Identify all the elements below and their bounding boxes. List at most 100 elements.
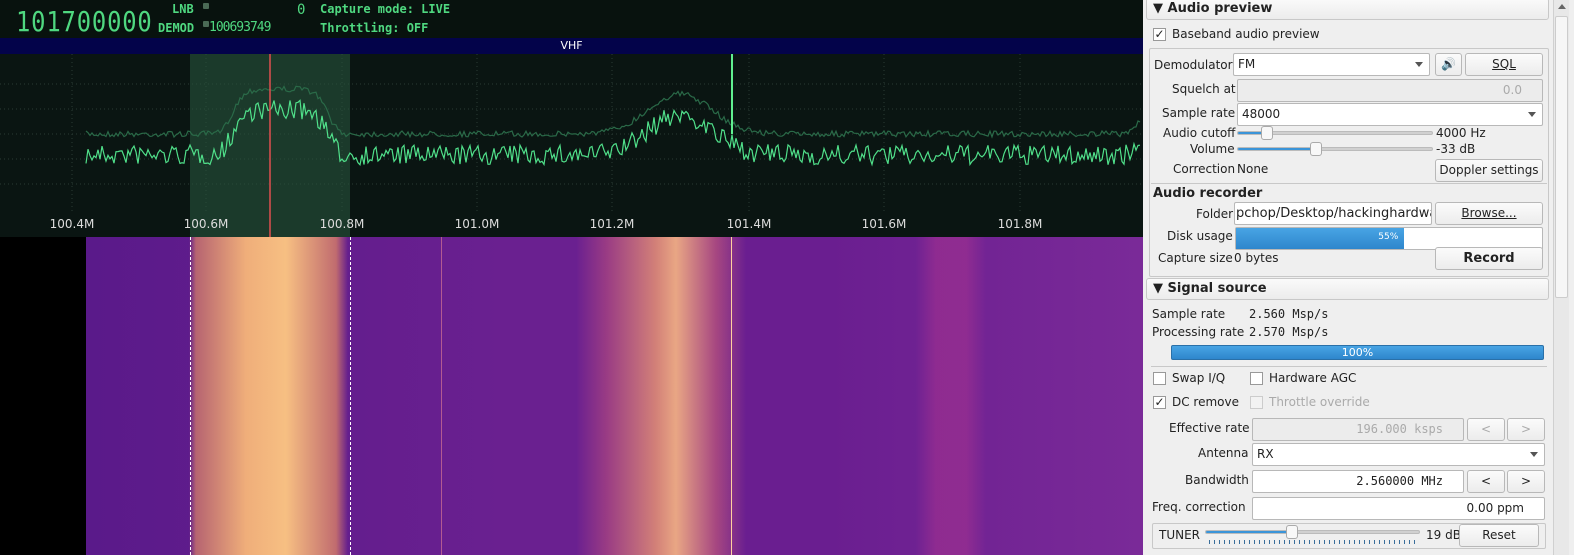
bandwidth-input[interactable]: 2.560000 MHz bbox=[1252, 470, 1464, 493]
slider-handle[interactable] bbox=[1261, 126, 1274, 140]
sql-button[interactable]: SQL bbox=[1465, 53, 1543, 76]
signal-source-header[interactable]: ▼ Signal source bbox=[1146, 278, 1549, 300]
waterfall[interactable] bbox=[86, 237, 1143, 555]
scroll-up-icon[interactable] bbox=[1558, 4, 1566, 9]
throttle-override-checkbox[interactable] bbox=[1250, 396, 1263, 409]
filter-edge-left[interactable] bbox=[190, 237, 191, 555]
swap-iq-checkbox[interactable] bbox=[1153, 372, 1166, 385]
browse-button[interactable]: Browse... bbox=[1435, 202, 1543, 225]
audio-cutoff-slider[interactable] bbox=[1237, 126, 1433, 140]
antenna-select[interactable]: RX bbox=[1252, 443, 1545, 466]
folder-input[interactable]: pchop/Desktop/hackinghardware bbox=[1234, 202, 1432, 225]
hardware-agc-label: Hardware AGC bbox=[1269, 371, 1357, 385]
bandwidth-prev-button[interactable]: < bbox=[1467, 470, 1505, 493]
audio-group bbox=[1149, 48, 1549, 277]
dc-remove-label: DC remove bbox=[1172, 395, 1240, 409]
lo-frequency-display[interactable]: 101700000 bbox=[16, 5, 153, 38]
freq-tick-label: 101.2M bbox=[589, 217, 635, 231]
slider-handle[interactable] bbox=[1286, 525, 1298, 539]
disk-usage-fill: 55% bbox=[1236, 228, 1405, 249]
scrollbar[interactable] bbox=[1553, 0, 1569, 555]
freq-tick-label: 101.0M bbox=[454, 217, 500, 231]
divider bbox=[1151, 183, 1547, 184]
tuner-label: TUNER bbox=[1159, 528, 1201, 542]
tuner-reset-button[interactable]: Reset bbox=[1459, 524, 1539, 547]
spectrum-plot[interactable]: 100.4M 100.6M 100.8M 101.0M 101.2M 101.4M 101.… bbox=[0, 54, 1143, 237]
lock-icon[interactable] bbox=[203, 3, 209, 9]
demodulator-label: Demodulator bbox=[1154, 58, 1233, 72]
freq-tick-label: 101.6M bbox=[861, 217, 907, 231]
demod-frequency[interactable]: 100693749 bbox=[209, 20, 271, 35]
lnb-label: LNB bbox=[172, 2, 194, 16]
sample-rate-label: Sample rate bbox=[1162, 106, 1236, 120]
sample-rate-value: 2.560 Msp/s bbox=[1249, 307, 1329, 321]
audio-cutoff-value: 4000 Hz bbox=[1436, 126, 1486, 140]
baseband-audio-label: Baseband audio preview bbox=[1172, 27, 1320, 41]
squelch-input[interactable]: 0.0 bbox=[1237, 79, 1543, 102]
section-title: Audio preview bbox=[1167, 1, 1273, 16]
dropdown-arrow-icon bbox=[1528, 112, 1536, 117]
band-label: VHF bbox=[560, 39, 583, 52]
tuner-gain-value: 19 dB bbox=[1426, 528, 1461, 542]
freq-correction-input[interactable]: 0.00 ppm bbox=[1252, 497, 1545, 520]
bandwidth-label: Bandwidth bbox=[1185, 473, 1249, 487]
antenna-label: Antenna bbox=[1198, 446, 1249, 460]
volume-slider[interactable] bbox=[1237, 142, 1433, 156]
dc-remove-checkbox[interactable]: ✓ bbox=[1153, 395, 1166, 409]
divider bbox=[1151, 366, 1547, 367]
record-button[interactable]: Record bbox=[1435, 247, 1543, 270]
sample-rate-value: 48000 bbox=[1242, 107, 1281, 121]
freq-tick-label: 101.8M bbox=[997, 217, 1043, 231]
scrollbar-thumb[interactable] bbox=[1555, 16, 1568, 298]
correction-value: None bbox=[1237, 162, 1269, 176]
effective-rate-label: Effective rate bbox=[1169, 421, 1250, 435]
freq-tick-label: 100.8M bbox=[319, 217, 365, 231]
audio-preview-header[interactable]: ▼ Audio preview bbox=[1146, 0, 1549, 20]
demodulator-value: FM bbox=[1238, 57, 1256, 71]
freq-tick-label: 100.4M bbox=[49, 217, 95, 231]
band-bar: VHF bbox=[0, 38, 1143, 54]
sample-rate-select[interactable]: 48000 bbox=[1237, 103, 1543, 126]
disk-usage-label: Disk usage bbox=[1167, 229, 1233, 243]
demodulator-select[interactable]: FM bbox=[1233, 53, 1430, 76]
slider-handle[interactable] bbox=[1310, 142, 1323, 156]
effective-rate-prev-button[interactable]: < bbox=[1467, 418, 1505, 441]
capture-mode: Capture mode: LIVE bbox=[320, 2, 451, 16]
freq-correction-label: Freq. correction bbox=[1152, 500, 1246, 514]
lock-icon[interactable] bbox=[203, 21, 209, 27]
throttling-status: Throttling: OFF bbox=[320, 21, 429, 35]
antenna-value: RX bbox=[1257, 447, 1274, 461]
volume-label: Volume bbox=[1190, 142, 1235, 156]
volume-value: -33 dB bbox=[1436, 142, 1476, 156]
effective-rate-input[interactable]: 196.000 ksps bbox=[1252, 418, 1464, 441]
section-title: Signal source bbox=[1167, 281, 1267, 296]
tuner-gain-slider[interactable] bbox=[1205, 525, 1420, 539]
freq-tick-label: 101.4M bbox=[726, 217, 772, 231]
swap-iq-label: Swap I/Q bbox=[1172, 371, 1226, 385]
baseband-audio-checkbox[interactable]: ✓ bbox=[1153, 27, 1166, 41]
bandwidth-next-button[interactable]: > bbox=[1507, 470, 1545, 493]
avg-trace bbox=[85, 85, 1141, 139]
frequency-header: 101700000 LNB DEMOD 0 100693749 Capture … bbox=[0, 0, 1143, 38]
disk-usage-bar: 55% bbox=[1235, 227, 1543, 250]
processing-rate-value: 2.570 Msp/s bbox=[1249, 325, 1329, 339]
doppler-settings-button[interactable]: Doppler settings bbox=[1435, 159, 1543, 182]
carrier-line bbox=[441, 237, 442, 555]
speaker-icon: 🔊 bbox=[1441, 57, 1456, 71]
carrier-line bbox=[731, 237, 732, 555]
lnb-value[interactable]: 0 bbox=[297, 2, 306, 18]
squelch-label: Squelch at bbox=[1172, 82, 1236, 96]
capture-size-value: 0 bytes bbox=[1234, 251, 1279, 265]
correction-label: Correction bbox=[1173, 162, 1236, 176]
mute-button[interactable]: 🔊 bbox=[1435, 53, 1462, 76]
dropdown-arrow-icon bbox=[1530, 452, 1538, 457]
capture-size-label: Capture size bbox=[1158, 251, 1233, 265]
hardware-agc-checkbox[interactable] bbox=[1250, 372, 1263, 385]
spectrum-panel: 101700000 LNB DEMOD 0 100693749 Capture … bbox=[0, 0, 1143, 555]
spectrum-trace bbox=[85, 99, 1141, 167]
effective-rate-next-button[interactable]: > bbox=[1507, 418, 1545, 441]
filter-edge-right[interactable] bbox=[350, 237, 351, 555]
processing-progress-bar: 100% bbox=[1171, 345, 1544, 360]
audio-cutoff-label: Audio cutoff bbox=[1163, 126, 1236, 140]
folder-label: Folder bbox=[1196, 207, 1234, 221]
